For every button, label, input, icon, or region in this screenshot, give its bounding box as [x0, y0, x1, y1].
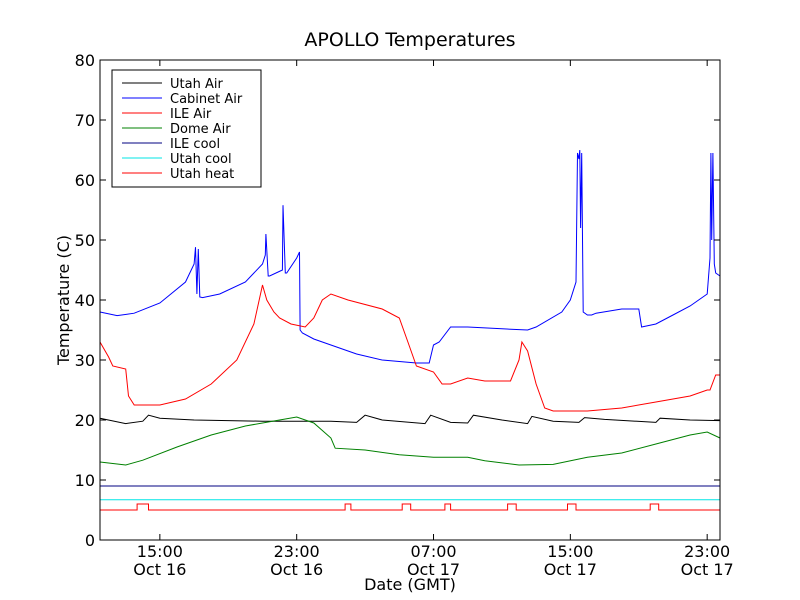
x-tick-label-time: 23:00	[274, 542, 320, 561]
x-tick-label-time: 15:00	[547, 542, 593, 561]
series-line-cabinet-air	[99, 149, 721, 364]
series-line-ile-air	[99, 284, 720, 412]
plot-series	[99, 149, 721, 511]
y-tick-label: 70	[75, 111, 95, 130]
x-tick-label-date: Oct 17	[544, 560, 597, 579]
y-tick-label: 60	[75, 171, 95, 190]
x-axis-label: Date (GMT)	[364, 575, 456, 594]
x-tick-label-time: 07:00	[410, 542, 456, 561]
y-tick-label: 50	[75, 231, 95, 250]
x-tick-label-time: 15:00	[137, 542, 183, 561]
x-tick-label-date: Oct 16	[270, 560, 323, 579]
x-tick-label-date: Oct 17	[407, 560, 460, 579]
y-tick-label: 40	[75, 291, 95, 310]
series-line-utah-air	[99, 414, 721, 425]
x-tick-label-date: Oct 16	[133, 560, 186, 579]
chart-title: APOLLO Temperatures	[304, 29, 515, 51]
legend-label-utah-air: Utah Air	[170, 77, 223, 92]
legend-label-ile-cool: ILE cool	[170, 137, 220, 152]
y-tick-label: 30	[75, 351, 95, 370]
legend-label-utah-cool: Utah cool	[170, 152, 232, 167]
legend-label-utah-heat: Utah heat	[170, 167, 234, 182]
y-axis-label: Temperature (C)	[54, 235, 73, 366]
y-tick-label: 0	[85, 531, 95, 550]
legend-label-cabinet-air: Cabinet Air	[170, 92, 243, 107]
series-line-utah-heat	[100, 503, 720, 511]
y-tick-label: 80	[75, 51, 95, 70]
legend-label-ile-air: ILE Air	[170, 107, 212, 122]
series-line-dome-air	[99, 416, 721, 466]
legend-label-dome-air: Dome Air	[170, 122, 231, 137]
x-tick-label-date: Oct 17	[681, 560, 734, 579]
y-tick-label: 10	[75, 471, 95, 490]
y-axis: 0 10 20 30 40 50 60 70 80	[75, 51, 720, 550]
y-tick-label: 20	[75, 411, 95, 430]
x-tick-label-time: 23:00	[684, 542, 730, 561]
